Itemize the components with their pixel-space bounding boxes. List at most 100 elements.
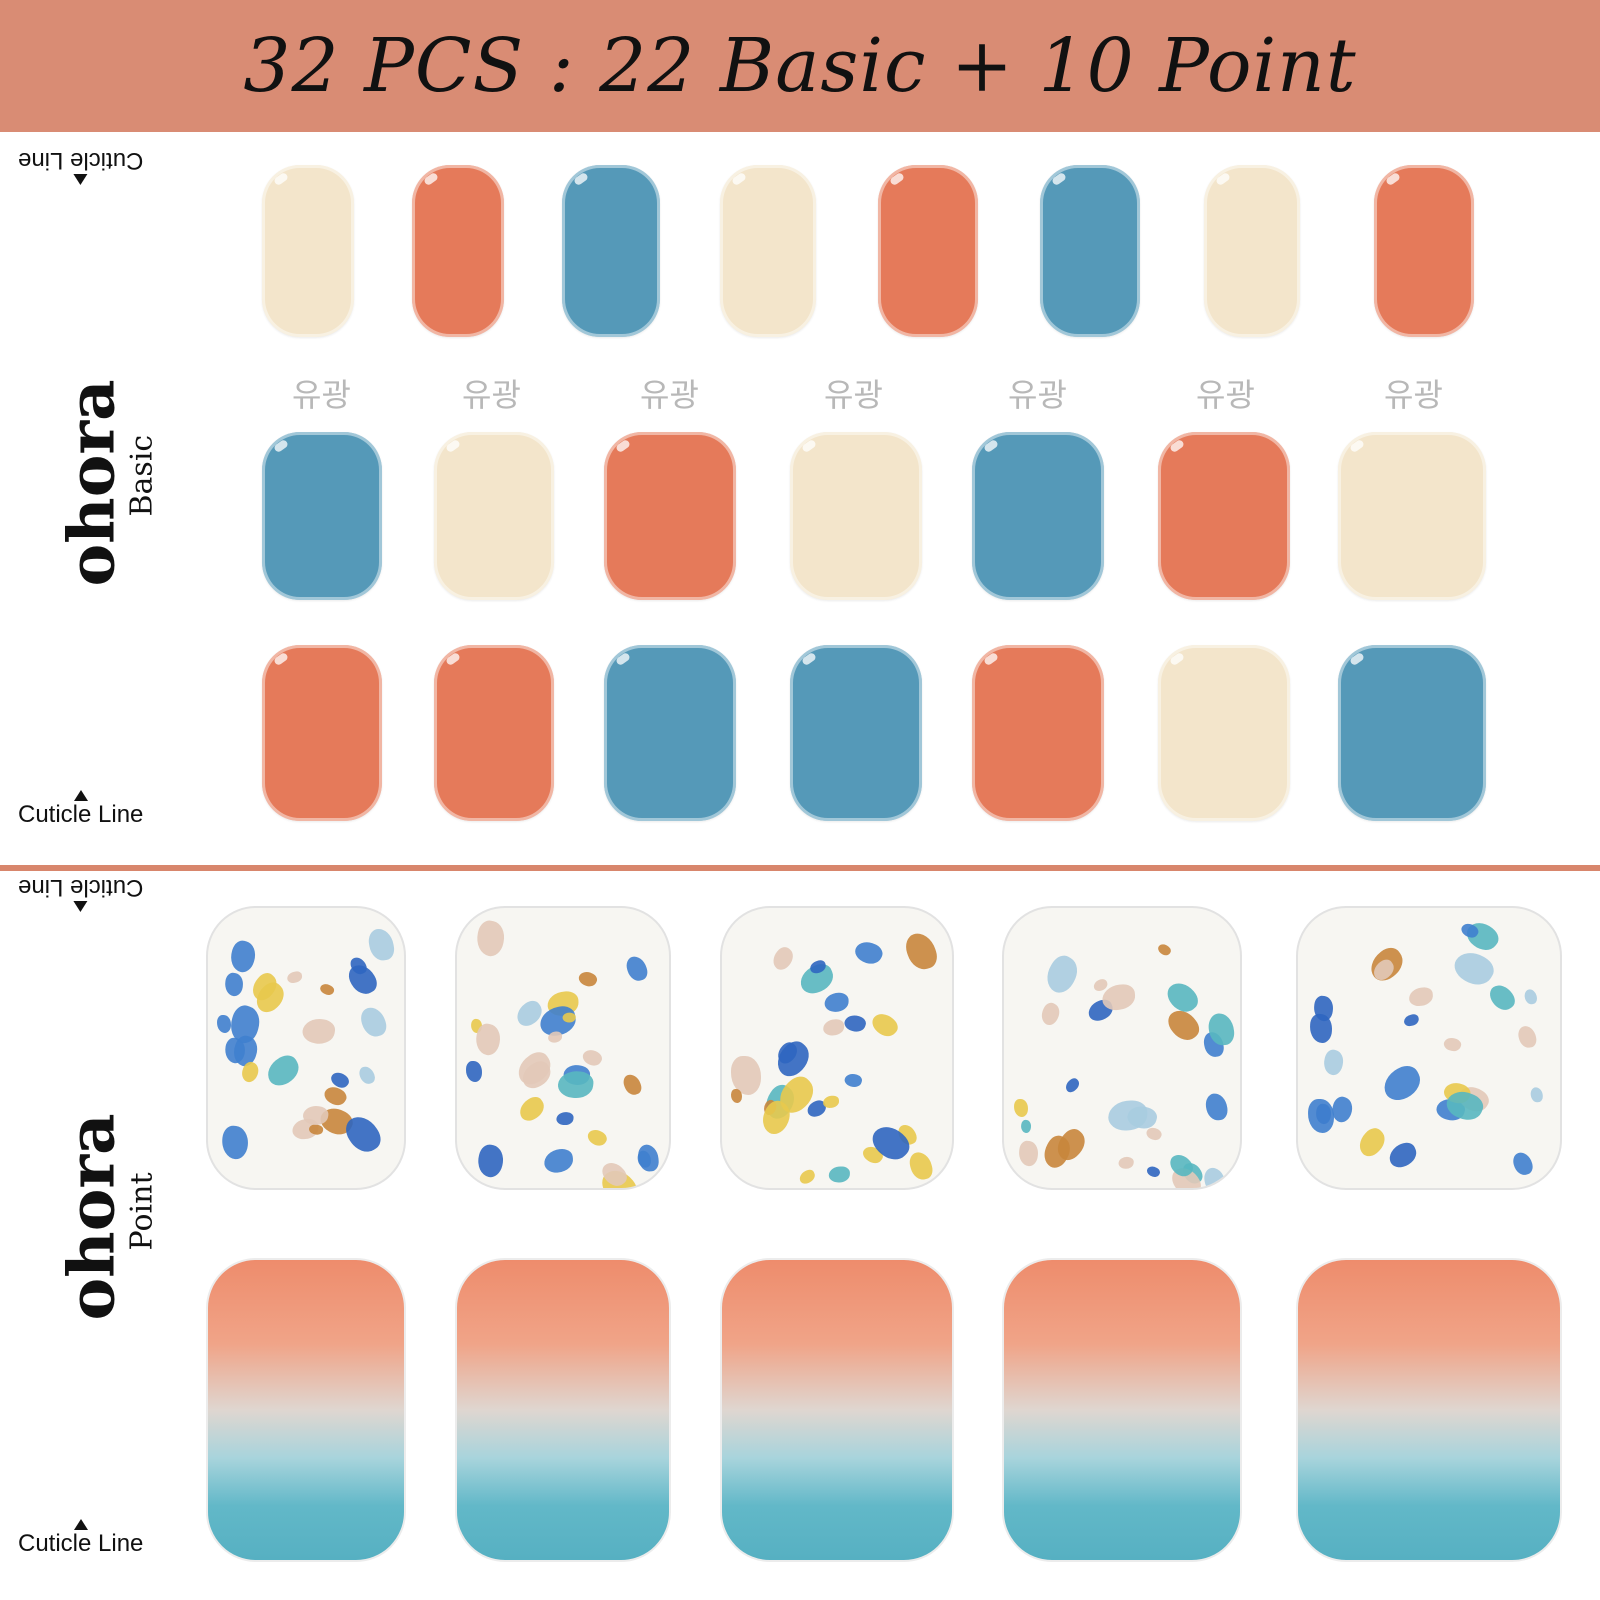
terrazzo-chip — [1313, 994, 1335, 1022]
terrazzo-chip — [262, 1051, 305, 1091]
nail-sticker-orange — [604, 432, 736, 600]
nail-sticker-gradient — [1296, 1258, 1562, 1562]
terrazzo-chip — [1385, 1139, 1420, 1171]
terrazzo-chip — [1321, 1048, 1346, 1078]
terrazzo-chip — [828, 1165, 851, 1183]
nail-sticker-gradient — [206, 1258, 406, 1562]
terrazzo-chip — [585, 1126, 610, 1150]
brand-logo: ohora — [54, 379, 130, 587]
gloss-label: 유광 — [1196, 376, 1255, 414]
terrazzo-chip — [1441, 1035, 1463, 1054]
cuticle-line-bottom-point: Cuticle Line — [18, 1519, 143, 1558]
terrazzo-chip — [223, 971, 245, 998]
terrazzo-chip — [1449, 945, 1499, 991]
nail-sticker-gradient — [720, 1258, 954, 1562]
terrazzo-chip — [1408, 986, 1434, 1008]
nail-sticker-blue — [604, 645, 736, 821]
nail-sticker-cream — [434, 432, 554, 600]
terrazzo-chip — [515, 1093, 548, 1125]
terrazzo-chip — [1101, 983, 1137, 1012]
terrazzo-chip — [1017, 1140, 1040, 1167]
nail-sticker-cream — [1338, 432, 1486, 600]
terrazzo-chip — [730, 1056, 761, 1096]
gloss-label: 유광 — [1008, 376, 1067, 414]
nail-sticker-orange — [1158, 432, 1290, 600]
terrazzo-chip — [623, 953, 650, 984]
terrazzo-chip — [769, 943, 798, 973]
arrow-up-icon — [73, 1519, 88, 1530]
nail-sticker-blue — [262, 432, 382, 600]
nail-sticker-blue — [1338, 645, 1486, 821]
terrazzo-chip — [1516, 1024, 1538, 1050]
terrazzo-chip — [824, 992, 849, 1012]
terrazzo-chip — [822, 1095, 840, 1109]
gloss-label: 유광 — [462, 376, 521, 414]
brand-logo: ohora — [54, 1113, 130, 1321]
terrazzo-chip — [843, 1071, 863, 1089]
cuticle-label: Cuticle Line — [18, 147, 144, 174]
section-divider — [0, 865, 1600, 873]
nail-sticker-cream — [1204, 165, 1300, 337]
terrazzo-chip — [1377, 1060, 1426, 1105]
terrazzo-chip — [542, 1147, 575, 1174]
terrazzo-chip — [1403, 1012, 1420, 1027]
cuticle-line-top-basic: Cuticle Line — [18, 146, 143, 185]
terrazzo-chip — [1040, 951, 1084, 998]
arrow-up-icon — [73, 174, 88, 185]
terrazzo-chip — [319, 981, 336, 998]
terrazzo-chip — [227, 938, 259, 975]
terrazzo-chip — [1117, 1156, 1135, 1170]
nail-sticker-blue — [562, 165, 660, 337]
nail-sticker-cream — [720, 165, 816, 337]
nail-sticker-terrazzo — [455, 906, 671, 1190]
nail-sticker-orange — [1374, 165, 1474, 337]
title-banner: 32 PCS : 22 Basic + 10 Point — [0, 0, 1600, 132]
nail-sticker-blue — [790, 645, 922, 821]
arrow-up-icon — [73, 901, 88, 912]
terrazzo-chip — [555, 1111, 575, 1127]
cuticle-label: Cuticle Line — [18, 874, 144, 901]
brand-point: ohora Point — [55, 1113, 160, 1320]
gloss-label: 유광 — [292, 376, 351, 414]
nail-sticker-orange — [878, 165, 978, 337]
nail-sticker-orange — [434, 645, 554, 821]
terrazzo-chip — [465, 1060, 483, 1082]
brand-basic: ohora Basic — [55, 379, 160, 586]
terrazzo-chip — [217, 1014, 232, 1034]
gloss-label: 유광 — [640, 376, 699, 414]
terrazzo-chip — [548, 1031, 563, 1043]
point-panel: Cuticle Line ohora Point Cuticle Line — [0, 871, 1600, 1600]
arrow-up-icon — [73, 790, 88, 801]
nail-sticker-cream — [1158, 645, 1290, 821]
terrazzo-chip — [902, 929, 941, 974]
terrazzo-chip — [842, 1012, 868, 1034]
terrazzo-chip — [851, 937, 886, 969]
terrazzo-chip — [286, 970, 304, 985]
terrazzo-chip — [473, 918, 508, 959]
basic-panel: Cuticle Line ohora Basic 유광 유광 유광 유광 유광 유광 유광 … — [0, 132, 1600, 867]
nail-sticker-gradient — [455, 1258, 671, 1562]
gloss-label: 유광 — [1384, 376, 1443, 414]
nail-sticker-terrazzo — [1296, 906, 1562, 1190]
gloss-label: 유광 — [824, 376, 883, 414]
terrazzo-chip — [512, 1047, 557, 1089]
nail-sticker-orange — [972, 645, 1104, 821]
terrazzo-chip — [1307, 1098, 1335, 1133]
brand-subtitle: Point — [124, 1172, 160, 1251]
cuticle-line-bottom-basic: Cuticle Line — [18, 790, 143, 829]
nail-sticker-terrazzo — [720, 906, 954, 1190]
terrazzo-chip — [1020, 1119, 1033, 1134]
nail-sticker-cream — [790, 432, 922, 600]
terrazzo-chip — [556, 1069, 595, 1101]
terrazzo-chip — [1014, 1098, 1029, 1117]
terrazzo-chip — [796, 1168, 817, 1187]
terrazzo-chip — [300, 1016, 337, 1047]
terrazzo-chip — [580, 1046, 605, 1069]
cuticle-label: Cuticle Line — [18, 1530, 144, 1557]
terrazzo-chip — [906, 1150, 935, 1183]
terrazzo-chip — [1486, 980, 1519, 1015]
terrazzo-chip — [1062, 1076, 1082, 1095]
nail-sticker-blue — [972, 432, 1104, 600]
terrazzo-chip — [1155, 941, 1173, 958]
terrazzo-chip — [1162, 976, 1202, 1018]
